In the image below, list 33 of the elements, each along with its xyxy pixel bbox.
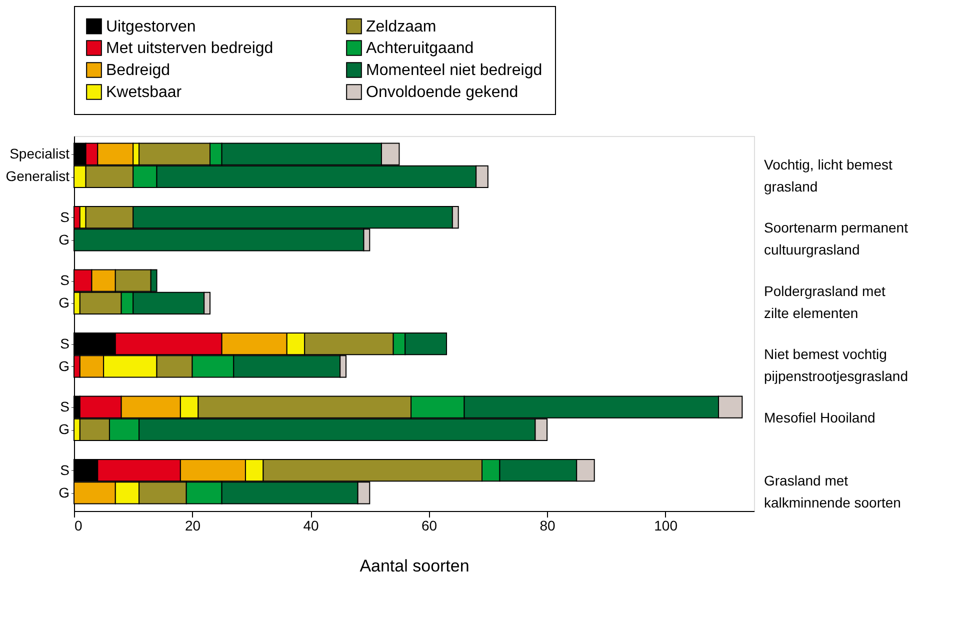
y-tick-label: S bbox=[60, 462, 70, 478]
legend-label: Onvoldoende gekend bbox=[366, 84, 518, 101]
legend-label: Momenteel niet bedreigd bbox=[366, 62, 542, 79]
y-tick-label: S bbox=[60, 208, 70, 225]
y-tick-label: G bbox=[58, 358, 70, 374]
y-tick-label: G bbox=[58, 484, 70, 500]
x-tick-label: 0 bbox=[74, 518, 82, 534]
x-tick-label: 80 bbox=[540, 518, 556, 534]
legend-label: Met uitsterven bedreigd bbox=[106, 40, 274, 57]
x-tick-label: 20 bbox=[184, 518, 201, 534]
y-tick-label: S bbox=[60, 335, 70, 352]
y-tick-label: G bbox=[58, 294, 70, 311]
legend-label: Achteruitgaand bbox=[366, 40, 474, 57]
y-tick-label: Generalist bbox=[6, 168, 70, 184]
legend-label: Uitgestorven bbox=[106, 18, 196, 36]
text: Mesofiel Hooiland bbox=[764, 409, 876, 426]
y-tick-label: G bbox=[58, 231, 70, 248]
text: Poldergrasland met zilte elementen bbox=[764, 282, 886, 321]
legend-label: Kwetsbaar bbox=[106, 84, 182, 101]
x-tick-label: 100 bbox=[654, 518, 678, 534]
text: Soortenarm permanent cultuurgrasland bbox=[764, 220, 908, 258]
y-tick-label: G bbox=[58, 421, 70, 438]
y-tick-label: S bbox=[60, 398, 70, 415]
x-axis-title: Aantal soorten bbox=[360, 556, 470, 576]
text: Niet bemest vochtig pijpenstrootjesgrasland bbox=[764, 346, 908, 384]
y-tick-label: S bbox=[60, 272, 70, 288]
legend-label: Bedreigd bbox=[106, 62, 170, 79]
text: Grasland met kalkminnende soorten bbox=[764, 472, 901, 511]
x-tick-label: 60 bbox=[421, 518, 438, 534]
y-tick-label: Specialist bbox=[10, 146, 70, 162]
legend-label: Zeldzaam bbox=[366, 18, 436, 36]
x-tick-label: 40 bbox=[303, 518, 320, 534]
text: Vochtig, licht bemest grasland bbox=[764, 156, 893, 194]
